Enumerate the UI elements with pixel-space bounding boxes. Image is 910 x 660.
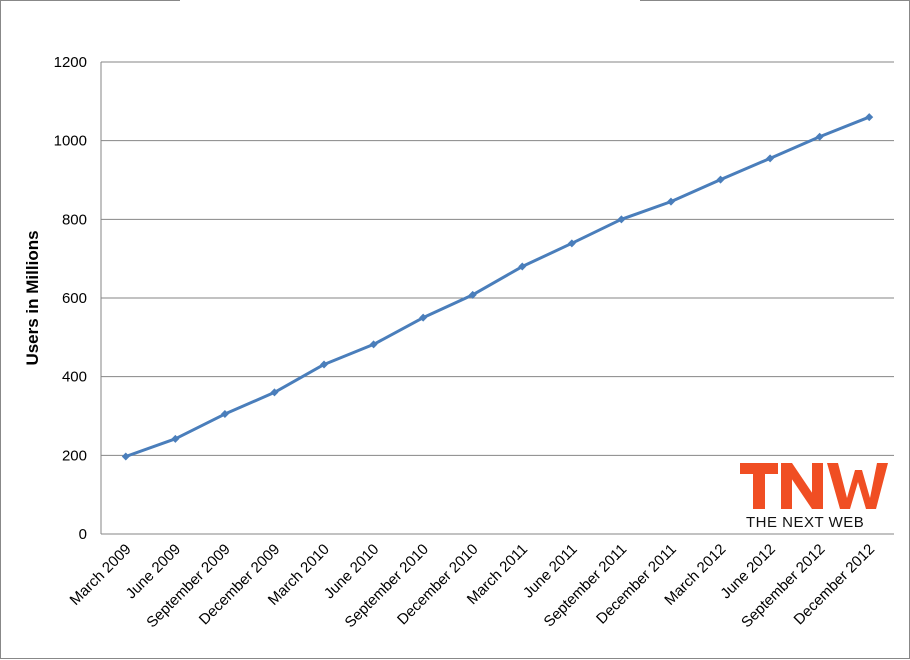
tnw-logo: THE NEXT WEB [740, 463, 888, 531]
y-axis-ticks: 0 200 400 600 800 1000 1200 [54, 54, 87, 543]
data-point [468, 290, 477, 299]
data-point [567, 239, 576, 248]
series-group [121, 113, 874, 461]
frame-top-edge-left [0, 0, 180, 1]
x-tick-label: September 2009 [143, 541, 233, 631]
x-tick-label: March 2009 [67, 541, 135, 609]
data-point [369, 340, 378, 349]
data-point [766, 154, 775, 163]
y-tick-label: 0 [79, 526, 87, 543]
frame-top-edge-right [640, 0, 910, 1]
y-tick-label: 800 [62, 211, 87, 228]
tnw-logo-text: THE NEXT WEB [746, 514, 864, 531]
data-point [815, 132, 824, 141]
data-point [865, 113, 874, 122]
y-tick-label: 1200 [54, 54, 87, 71]
data-point [171, 434, 180, 443]
data-point [666, 197, 675, 206]
tnw-logo-mark [740, 463, 888, 509]
y-tick-label: 400 [62, 369, 87, 386]
y-tick-label: 200 [62, 447, 87, 464]
data-point [270, 388, 279, 397]
series-line [125, 115, 870, 458]
grid-lines [100, 61, 894, 535]
data-point [220, 410, 229, 419]
x-tick-label: September 2010 [342, 541, 432, 631]
x-tick-label: September 2012 [738, 541, 828, 631]
y-tick-label: 600 [62, 290, 87, 307]
y-axis-label: Users in Millions [23, 230, 42, 365]
data-point [121, 452, 130, 461]
data-point [320, 360, 329, 369]
data-point [617, 215, 626, 224]
data-point [518, 262, 527, 271]
data-point [716, 175, 725, 184]
y-tick-label: 1000 [54, 133, 87, 150]
data-point [419, 313, 428, 322]
